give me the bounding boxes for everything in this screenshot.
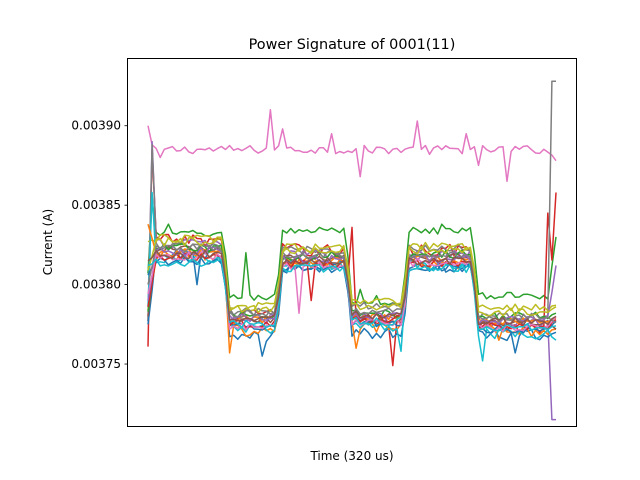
series-line <box>147 249 557 326</box>
plot-frame <box>127 58 577 427</box>
series-line <box>147 236 557 317</box>
y-tick-label: 0.00380 <box>71 278 121 292</box>
chart-title: Power Signature of 0001(11) <box>249 37 456 53</box>
series-line <box>147 258 557 332</box>
y-axis-label: Current (A) <box>41 209 55 275</box>
y-tick-label: 0.00390 <box>71 119 121 133</box>
y-tick-label: 0.00385 <box>71 198 121 212</box>
y-axis-ticks: 0.00375 0.00380 0.00385 0.00390 <box>71 119 128 371</box>
series-line <box>147 251 557 333</box>
x-axis-label: Time (320 us) <box>309 449 393 463</box>
series-layer <box>147 80 557 421</box>
y-tick-label: 0.00375 <box>71 357 121 371</box>
series-line <box>147 109 557 183</box>
